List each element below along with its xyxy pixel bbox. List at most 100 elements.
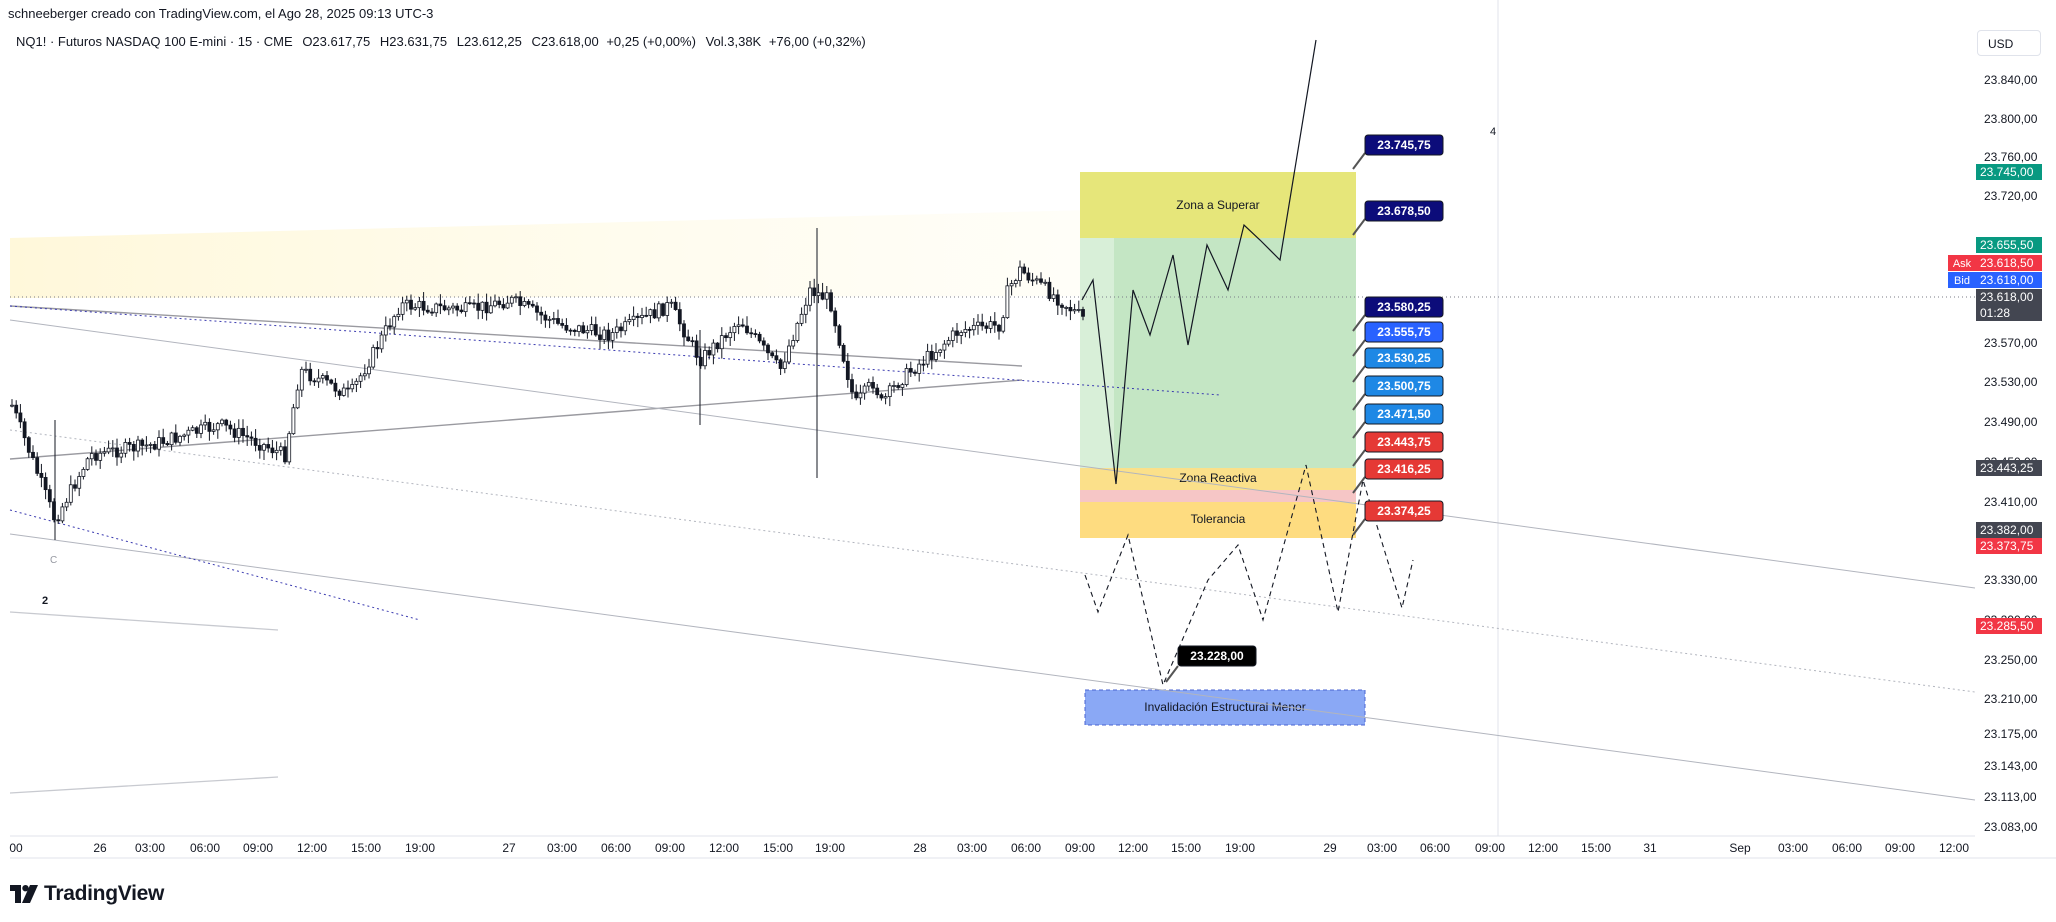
level-pointer: [1352, 449, 1366, 467]
candle-body: [812, 287, 817, 297]
candle-body: [782, 361, 787, 369]
level-label-text: 23.416,25: [1377, 462, 1431, 476]
level-label-text: 23.500,75: [1377, 379, 1431, 393]
candle-body: [673, 301, 678, 310]
price-tick-label: 23.800,00: [1984, 112, 2038, 126]
time-tick-label: 09:00: [655, 841, 685, 855]
tradingview-logo[interactable]: TradingView: [10, 879, 164, 909]
candle-body: [434, 303, 439, 314]
candle-body: [837, 325, 842, 346]
candle-body: [862, 385, 867, 394]
level-label-box: [1364, 403, 1444, 425]
candle-body: [955, 330, 959, 336]
price-tick-label: 23.113,00: [1984, 790, 2037, 804]
zone-tolerancia: [1080, 502, 1356, 538]
ray-short-1: [9, 611, 279, 631]
candle-body: [400, 302, 405, 315]
candle-body: [127, 442, 132, 445]
candle-body: [556, 318, 560, 324]
candle-body: [224, 419, 229, 426]
candle-body: [669, 301, 674, 304]
price-badge-tag: Ask: [1953, 258, 1972, 270]
candle-body: [178, 435, 182, 443]
candle-body: [102, 451, 107, 454]
candle-body: [484, 301, 489, 314]
candle-body: [215, 423, 220, 431]
time-tick-label: 27: [502, 841, 516, 855]
candle-body: [68, 484, 73, 503]
candle-body: [253, 437, 258, 446]
candle-body: [514, 296, 518, 299]
level-label-text: 23.228,00: [1190, 649, 1244, 663]
candle-body: [488, 305, 493, 314]
level-label-box: [1364, 347, 1444, 369]
candle-body: [833, 310, 838, 327]
candle-body: [1043, 281, 1048, 284]
candle-body: [757, 333, 762, 342]
candle-body: [446, 307, 451, 311]
candle-body: [333, 382, 338, 392]
candle-body: [904, 368, 909, 386]
high-value: H23.631,75: [379, 34, 448, 49]
candle-body: [824, 292, 829, 300]
candle-body: [266, 444, 271, 449]
dotted-trendline-lower: [9, 509, 421, 621]
candle-body: [740, 324, 745, 327]
candle-body: [211, 429, 216, 432]
candle-body: [262, 444, 266, 451]
price-badge-value: 23.618,00: [1980, 273, 2034, 287]
candle-body: [94, 453, 98, 461]
candle-body: [245, 435, 250, 438]
candle-body: [1055, 294, 1060, 306]
candle-body: [883, 396, 888, 399]
candle-body: [157, 437, 161, 450]
candle-body: [724, 335, 728, 339]
candle-body: [165, 443, 170, 446]
candle-body: [249, 436, 254, 439]
candle-body: [131, 444, 136, 452]
price-badge-value: 23.382,00: [1980, 523, 2034, 537]
candle-body: [421, 300, 426, 311]
candle-body: [341, 387, 346, 396]
price-badge-bg: [1976, 289, 2042, 321]
candle-body: [417, 300, 422, 309]
price-tick-label: 23.760,00: [1984, 150, 2038, 164]
candle-body: [770, 352, 775, 357]
price-badge-value: 23.373,75: [1980, 539, 2034, 553]
candle-body: [1039, 278, 1043, 283]
candle-body: [148, 443, 153, 446]
candle-body: [602, 329, 607, 340]
candle-body: [144, 444, 149, 447]
candle-body: [425, 309, 430, 313]
candle-body: [707, 350, 712, 356]
candle-body: [976, 321, 980, 326]
candle-body: [140, 439, 145, 446]
price-badge-value: 23.745,00: [1980, 165, 2034, 179]
symbol-line[interactable]: NQ1! · Futuros NASDAQ 100 E-mini · 15 · …: [16, 34, 293, 49]
zone-green: [1080, 238, 1356, 468]
price-tick-label: 23.175,00: [1984, 727, 2038, 741]
price-badge-bg: [1976, 164, 2042, 180]
level-label-text: 23.745,75: [1377, 138, 1431, 152]
candle-body: [992, 321, 997, 326]
price-badge-bg: [1976, 255, 2042, 271]
candle-body: [539, 311, 544, 316]
price-tick-label: 23.410,00: [1984, 495, 2038, 509]
candle-body: [598, 334, 602, 340]
candle-body: [203, 421, 208, 426]
candle-body: [1026, 272, 1031, 281]
candle-body: [921, 363, 926, 366]
currency-selector[interactable]: USD: [1977, 30, 2041, 56]
open-value: O23.617,75: [302, 34, 371, 49]
candle-body: [1022, 266, 1027, 274]
candle-body: [89, 453, 94, 460]
candle-body: [77, 476, 82, 489]
candle-body: [1009, 283, 1014, 287]
channel-line-dotted: [9, 429, 1976, 693]
candle-body: [22, 421, 27, 439]
candle-body: [623, 321, 628, 332]
candle-body: [917, 363, 922, 374]
candle-body: [736, 324, 741, 327]
candle-body: [228, 424, 233, 430]
